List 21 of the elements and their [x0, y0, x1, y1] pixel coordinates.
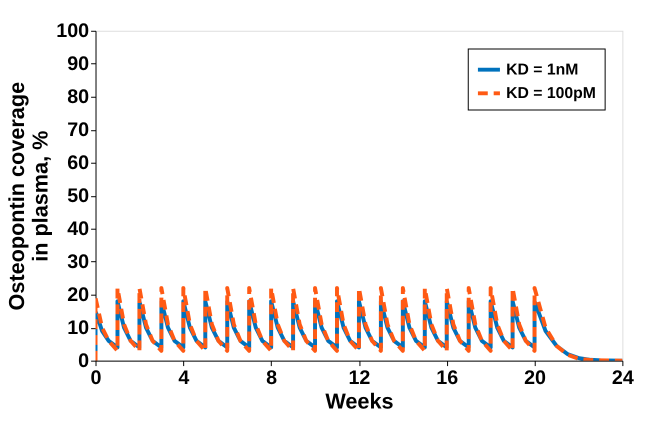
y-tick-label: 90 [67, 53, 90, 76]
y-tick-label: 60 [67, 152, 90, 174]
y-tick-label: 50 [67, 185, 90, 208]
y-tick-label: 10 [67, 317, 90, 340]
y-tick-label: 0 [78, 350, 90, 372]
y-tick-label: 30 [67, 251, 90, 274]
legend-label: KD = 100pM [506, 85, 596, 102]
x-tick-label: 24 [612, 366, 634, 389]
x-axis-title: Weeks [325, 388, 394, 414]
y-tick-label: 70 [67, 119, 90, 142]
y-tick-label: 80 [67, 86, 90, 108]
x-tick-label: 4 [178, 366, 190, 389]
y-tick-label: 40 [67, 218, 90, 240]
legend-label: KD = 1nM [506, 62, 578, 79]
x-tick-label: 16 [436, 366, 458, 389]
y-axis-title: Osteopontin coverage in plasma, % [4, 82, 52, 311]
x-tick-label: 12 [348, 366, 370, 389]
x-tick-label: 8 [266, 366, 278, 389]
y-tick-label: 100 [56, 20, 90, 42]
y-tick-label: 20 [67, 284, 90, 306]
x-tick-label: 20 [524, 366, 546, 389]
